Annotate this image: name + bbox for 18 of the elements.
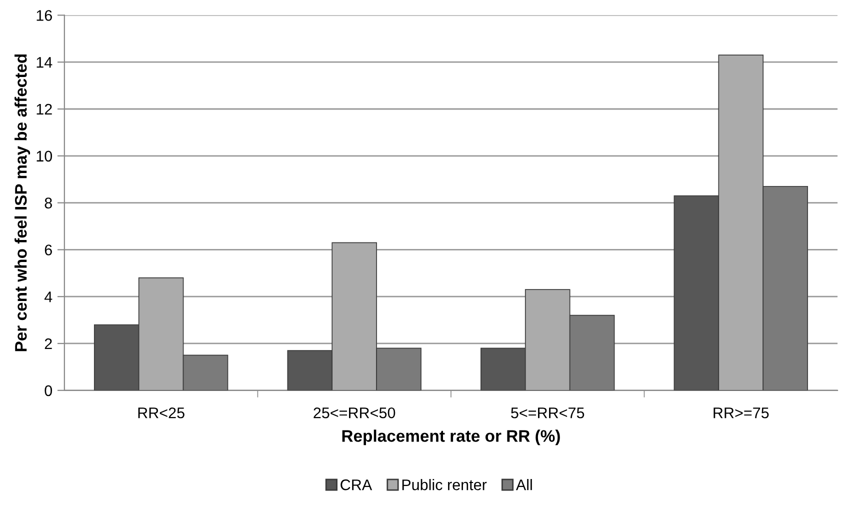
y-tick-label: 16 [36, 10, 52, 21]
legend-label: CRA [340, 479, 372, 490]
y-tick-label: 8 [44, 198, 52, 208]
y-tick-label: 6 [44, 244, 52, 256]
legend-label: All [516, 479, 532, 490]
x-tick-label: 25<=RR<50 [314, 407, 396, 418]
y-tick-label: 0 [44, 385, 52, 396]
legend-label: Public renter [402, 479, 487, 490]
y-tick-label: 10 [36, 150, 52, 162]
x-tick-label: RR>=75 [714, 408, 769, 418]
x-axis-title: Replacement rate or RR (%) [342, 430, 560, 446]
x-tick-label: RR<25 [138, 407, 184, 418]
x-tick-label: 5<=RR<75 [511, 408, 584, 418]
y-tick-label: 4 [44, 292, 52, 302]
y-axis-title: Per cent who feel ISP may be affected [14, 54, 30, 352]
y-tick-label: 12 [36, 104, 52, 115]
y-tick-label: 14 [36, 57, 52, 68]
y-tick-label: 2 [44, 338, 52, 350]
